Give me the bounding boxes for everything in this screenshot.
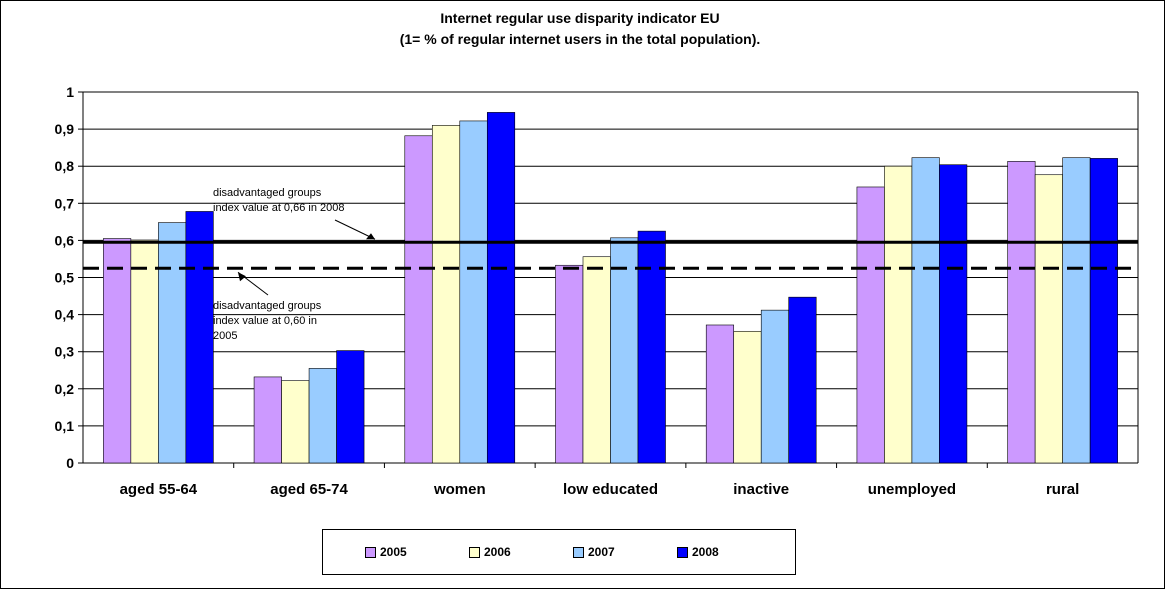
legend-label: 2008	[692, 545, 719, 559]
x-category-label: aged 65-74	[270, 481, 348, 498]
legend-swatch	[469, 546, 480, 558]
reference-annotation: index value at 0,60 in	[213, 315, 317, 327]
bar-2005	[404, 135, 433, 464]
y-tick-label: 1	[66, 84, 74, 100]
bar-2008	[486, 112, 516, 464]
x-category-label: women	[433, 481, 486, 498]
annotation-arrowhead	[366, 233, 375, 240]
y-tick-label: 0	[66, 455, 74, 471]
legend-label: 2006	[484, 545, 511, 559]
y-tick-label: 0,2	[55, 381, 75, 397]
y-tick-label: 0,5	[55, 270, 75, 286]
chart-subtitle: (1= % of regular internet users in the t…	[400, 31, 761, 47]
bar-2005	[253, 376, 282, 464]
legend-item: 2005	[365, 545, 469, 559]
bar-2007	[459, 120, 488, 464]
y-tick-label: 0,8	[55, 158, 75, 174]
chart-title: Internet regular use disparity indicator…	[440, 10, 719, 26]
bar-2008	[1089, 158, 1118, 464]
plot-area: 0 0,1 0,2 0,3 0,4 0,5 0,6 0,7 0,8 0,9 1 aged 55-64 a…	[55, 84, 1139, 498]
y-tick-label: 0,3	[55, 344, 75, 360]
bar-2007	[1062, 157, 1091, 464]
x-category-label: low educated	[563, 481, 658, 498]
x-category-label: unemployed	[868, 481, 956, 498]
bar-2005	[555, 264, 584, 464]
bar-2006	[884, 165, 913, 464]
reference-annotation: disadvantaged groups	[213, 300, 322, 312]
bar-2006	[582, 256, 611, 464]
bar-2007	[610, 237, 639, 464]
legend-item: 2007	[573, 545, 677, 559]
reference-annotation: 2005	[213, 330, 237, 342]
bar-2008	[788, 296, 817, 464]
y-tick-label: 0,7	[55, 195, 75, 211]
x-category-label: aged 55-64	[120, 481, 198, 498]
bar-2007	[911, 157, 940, 464]
bar-2005	[856, 186, 885, 464]
bar-2007	[760, 309, 790, 464]
legend-swatch	[573, 546, 584, 558]
y-tick-label: 0,1	[55, 418, 75, 434]
legend-swatch	[365, 546, 376, 558]
bar-2006	[1034, 174, 1063, 464]
legend-item: 2008	[677, 545, 781, 559]
bar-2007	[158, 222, 187, 464]
bar-2005	[103, 238, 132, 464]
y-tick-label: 0,9	[55, 121, 75, 137]
bar-2006	[733, 330, 762, 464]
annotation-arrow	[334, 219, 376, 240]
x-category-label: inactive	[733, 481, 789, 498]
reference-annotation: disadvantaged groups	[213, 187, 322, 199]
bar-2006	[431, 125, 461, 464]
reference-annotation: index value at 0,66 in 2008	[213, 202, 345, 214]
bar-2005	[1007, 161, 1036, 464]
legend-label: 2005	[380, 545, 407, 559]
bar-2006	[281, 380, 310, 464]
legend-item: 2006	[469, 545, 573, 559]
bar-2008	[336, 350, 365, 464]
bar-2008	[185, 211, 214, 464]
y-tick-label: 0,6	[55, 232, 75, 248]
legend-label: 2007	[588, 545, 615, 559]
bar-2007	[308, 368, 337, 464]
y-tick-label: 0,4	[55, 307, 75, 323]
bar-2008	[939, 164, 968, 464]
legend-swatch	[677, 546, 688, 558]
bar-2006	[130, 239, 159, 464]
legend: 2005 2006 2007 2008	[322, 529, 796, 575]
bar-2005	[705, 324, 735, 464]
x-category-label: rural	[1046, 481, 1079, 498]
annotation-arrowhead	[238, 272, 246, 282]
bar-2008	[637, 230, 666, 464]
